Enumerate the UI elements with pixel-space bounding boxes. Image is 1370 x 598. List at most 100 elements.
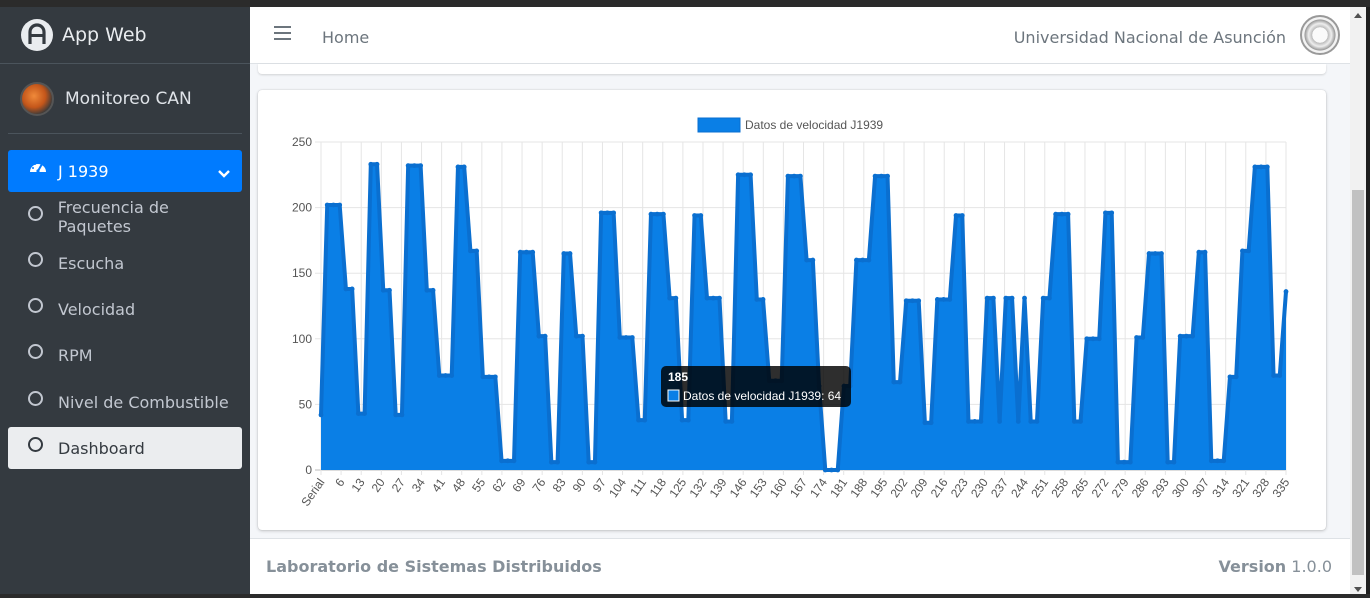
x-tick-label: 279 [1109, 475, 1132, 500]
x-tick-label: 307 [1189, 475, 1212, 500]
x-tick-label: 167 [787, 475, 810, 500]
x-tick-label: 237 [988, 475, 1011, 500]
sidebar-item-rpm[interactable]: RPM [8, 334, 242, 376]
data-point [1183, 333, 1189, 339]
data-point [990, 295, 996, 301]
sidebar-item-label: Dashboard [58, 438, 145, 458]
data-point [1059, 211, 1065, 217]
data-point [810, 257, 816, 263]
circle-icon [28, 390, 43, 406]
data-point [530, 249, 536, 255]
x-tick-label: 41 [429, 475, 448, 494]
x-tick-label: 146 [727, 475, 750, 500]
sidebar-item-dashboard[interactable]: Dashboard [8, 427, 242, 469]
scroll-down-arrow-icon[interactable] [1354, 587, 1362, 592]
sidebar-group-j1939[interactable]: J 1939 [8, 150, 242, 192]
data-point [966, 419, 971, 424]
data-point [748, 172, 753, 178]
circle-icon [28, 251, 43, 267]
sidebar-item-combustible[interactable]: Nivel de Combustible [8, 381, 242, 423]
data-point [704, 295, 710, 301]
data-point [1103, 210, 1108, 216]
menu-toggle-icon[interactable] [274, 26, 291, 40]
data-point [318, 412, 324, 418]
data-point [1146, 251, 1152, 256]
scrollbar-thumb[interactable] [1352, 190, 1364, 575]
x-tick-label: 300 [1169, 475, 1192, 500]
sidebar-item-velocidad[interactable]: Velocidad [8, 288, 242, 330]
data-point [573, 333, 579, 339]
y-tick-label: 250 [292, 135, 312, 149]
top-navbar: Home Universidad Nacional de Asunción [250, 7, 1350, 64]
x-tick-label: 293 [1149, 475, 1172, 500]
sidebar-item-frecuencia[interactable]: Frecuencia de Paquetes [8, 196, 242, 238]
data-point [972, 419, 978, 424]
user-panel[interactable]: Monitoreo CAN [8, 64, 242, 134]
data-point [499, 458, 504, 464]
data-point [561, 251, 567, 256]
data-point [729, 419, 735, 424]
data-point [405, 163, 411, 169]
app-logo-icon [21, 19, 53, 51]
data-point [922, 420, 928, 426]
data-point [1227, 374, 1233, 380]
data-point [835, 467, 841, 473]
home-link[interactable]: Home [322, 28, 370, 47]
data-point [978, 419, 984, 424]
x-tick-label: 20 [369, 475, 388, 494]
data-point [1134, 335, 1139, 340]
x-tick-label: 335 [1269, 475, 1292, 500]
data-point [443, 373, 448, 378]
data-point [355, 411, 361, 416]
data-point [959, 213, 965, 218]
x-tick-label: 160 [767, 475, 790, 500]
x-tick-label: Serial [298, 476, 327, 509]
data-point [667, 295, 673, 301]
x-tick-label: 251 [1028, 475, 1051, 500]
footer: Laboratorio de Sistemas Distribuidos Ver… [250, 538, 1350, 594]
data-point [629, 335, 635, 340]
x-tick-label: 13 [349, 475, 368, 494]
circle-icon [28, 297, 43, 313]
x-tick-label: 83 [550, 475, 569, 494]
data-point [1028, 419, 1034, 424]
x-tick-label: 132 [686, 475, 709, 500]
sidebar-item-label: Nivel de Combustible [58, 392, 229, 412]
data-point [380, 287, 386, 293]
sidebar-item-label: RPM [58, 345, 93, 365]
window-top-strip [0, 0, 1370, 7]
tooltip-text: Datos de velocidad J1939: 64 [683, 389, 841, 403]
data-point [474, 248, 480, 254]
window-right-strip [1366, 0, 1370, 598]
avatar [20, 81, 54, 116]
data-point [872, 173, 878, 179]
data-point [592, 459, 598, 465]
y-tick-label: 150 [292, 266, 312, 280]
scroll-up-arrow-icon[interactable] [1354, 13, 1362, 18]
sidebar-item-label: Escucha [58, 253, 125, 273]
data-point [934, 297, 940, 302]
y-tick-label: 100 [292, 332, 312, 346]
x-tick-label: 181 [827, 475, 850, 500]
brand-link[interactable]: App Web [0, 7, 250, 64]
data-point [1264, 164, 1270, 170]
x-tick-label: 321 [1229, 475, 1252, 500]
x-tick-label: 104 [606, 475, 629, 500]
data-point [542, 333, 548, 339]
data-point [754, 297, 760, 302]
page-scrollbar[interactable] [1350, 7, 1366, 598]
data-point [387, 287, 392, 293]
circle-icon [28, 205, 43, 221]
data-point [511, 458, 517, 464]
data-point [953, 213, 959, 218]
data-point [524, 249, 529, 255]
x-tick-label: 6 [332, 475, 347, 489]
data-point [947, 297, 953, 302]
data-point [717, 295, 722, 301]
data-point [916, 298, 922, 304]
speed-chart[interactable]: 0 50 100 150 200 250 Serial 6 13 20 27 34 41 48 55 62 69… [258, 90, 1326, 530]
sidebar-item-escucha[interactable]: Escucha [8, 242, 242, 284]
x-tick-label: 314 [1209, 475, 1232, 500]
data-point [1202, 249, 1208, 255]
data-point [1140, 335, 1146, 340]
